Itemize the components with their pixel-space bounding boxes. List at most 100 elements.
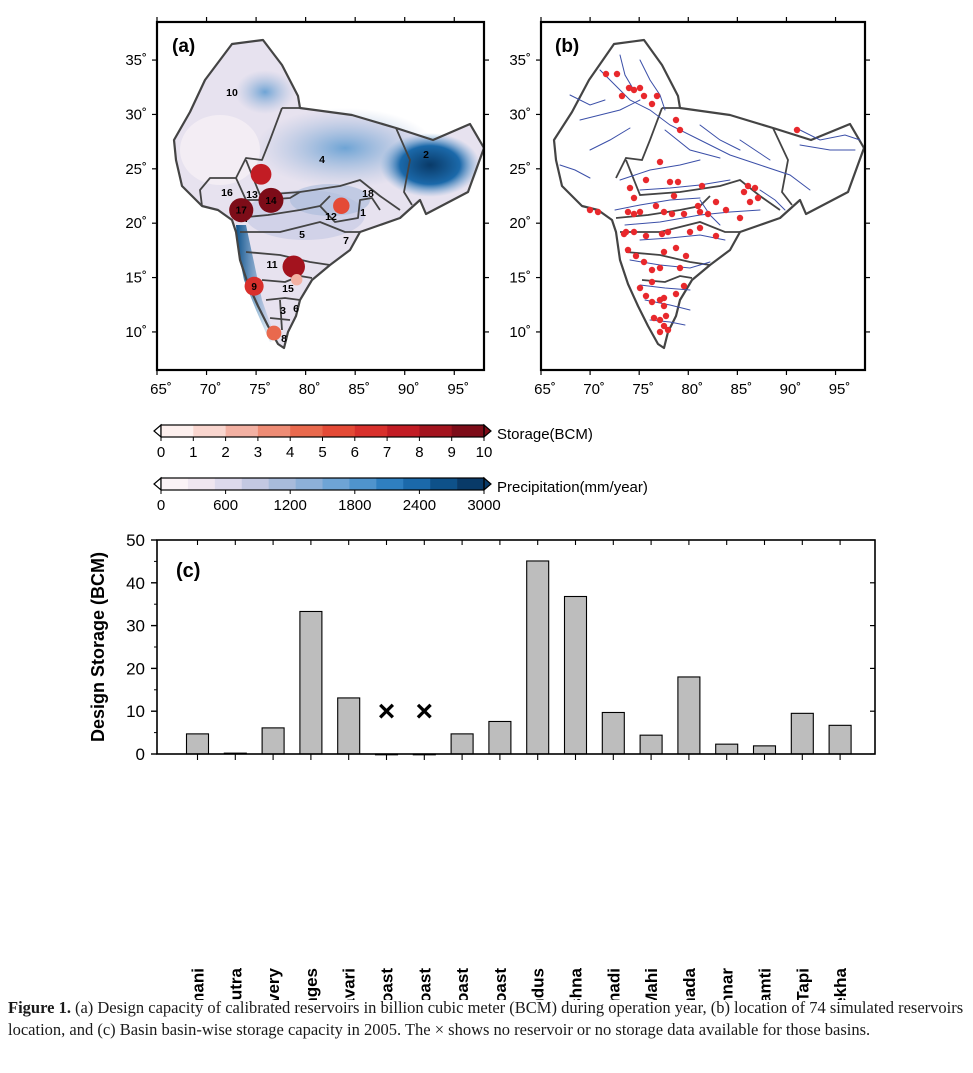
reservoir-dot: [586, 206, 594, 214]
reservoir-dot: [666, 178, 674, 186]
reservoir-dot: [698, 182, 706, 190]
reservoir-dot: [751, 184, 759, 192]
reservoir-dot: [686, 228, 694, 236]
no-data-marker: ×: [416, 695, 434, 728]
reservoir-dot: [650, 314, 658, 322]
reservoir-dot: [676, 126, 684, 134]
reservoir-dot: [696, 208, 704, 216]
reservoir-dot: [630, 86, 638, 94]
reservoir-circle: [291, 274, 303, 286]
reservoir-id: 9: [251, 282, 257, 293]
bar-sabaramti: [752, 745, 777, 755]
precip-colorbar-min-arrow: [153, 476, 162, 492]
reservoir-id: 14: [265, 196, 277, 207]
no-data-markers: × ×: [378, 695, 433, 728]
reservoir-dot: [722, 206, 730, 214]
precip-colorbar-title: Precipitation(mm/year): [497, 479, 648, 496]
panel-b-x-tick-label: 90˚: [780, 381, 802, 398]
panel-a-x-tick-label: 70˚: [200, 381, 222, 398]
basin-label: 4: [319, 154, 325, 166]
panel-b-axes: 65˚ 70˚ 75˚ 80˚ 85˚ 90˚ 95˚ 10˚ 15˚ 20˚ 25˚ 30˚ 35˚: [509, 17, 870, 398]
panel-b-x-tick-label: 85˚: [731, 381, 753, 398]
reservoir-dot: [744, 182, 752, 190]
panel-b-map: (b) 65˚ 70˚ 75˚ 80˚ 85˚ 90˚ 95˚ 10˚ 15˚ 20˚ 25˚ 30˚…: [509, 17, 870, 398]
bar-tapi: [790, 712, 814, 755]
panel-a-frame: [155, 20, 486, 372]
reservoir-dot: [625, 84, 633, 92]
category-label: East_Coast: [378, 968, 397, 1000]
panel-c-frame: [156, 539, 876, 755]
basin-label: 11: [266, 259, 277, 271]
precip-colorbar-cell: [457, 478, 485, 490]
category-labels: Brahmani Brahmaputra Cauvery Ganges Godavari…: [189, 967, 851, 1000]
precip-colorbar-max-arrow: [483, 476, 492, 492]
storage-colorbar: Storage(BCM) 0 1 2 3 4 5 6 7 8 9 10: [153, 423, 593, 461]
panel-b-y-tick-label: 25˚: [509, 161, 531, 178]
panel-a-x-tick-label: 80˚: [299, 381, 321, 398]
reservoir-dot: [642, 232, 650, 240]
bar-west-coast: [488, 720, 512, 755]
reservoir-locations: [586, 70, 801, 336]
reservoir-dot: [652, 202, 660, 210]
reservoir-dot: [658, 230, 666, 238]
reservoir-dot: [668, 210, 676, 218]
storage-colorbar-tick-label: 8: [415, 444, 423, 461]
storage-colorbar-cell: [387, 425, 420, 437]
panel-a-x-tick-label: 85˚: [348, 381, 370, 398]
y-tick-label: 10: [126, 702, 145, 721]
reservoir-dot: [613, 70, 621, 78]
reservoir-dot: [630, 210, 638, 218]
reservoir-dot: [660, 302, 668, 310]
storage-colorbar-tick-label: 1: [189, 444, 197, 461]
panel-a-y-tick-label: 20˚: [125, 215, 147, 232]
storage-colorbar-cell: [322, 425, 356, 437]
bars: [185, 560, 852, 756]
category-label: Mahi: [642, 968, 661, 1000]
storage-colorbar-tick-label: 3: [254, 444, 262, 461]
basin-label: 7: [343, 235, 349, 247]
panel-a-label: (a): [172, 36, 195, 57]
reservoir-dot: [656, 328, 664, 336]
bar-mahi: [639, 734, 663, 755]
storage-colorbar-tick-label: 5: [318, 444, 326, 461]
y-tick-label: 0: [136, 745, 145, 764]
reservoir-dot: [662, 312, 670, 320]
reservoir-dot: [636, 84, 644, 92]
reservoir-dot: [664, 326, 672, 334]
reservoir-dot: [682, 252, 690, 260]
precip-colorbar-cell: [430, 478, 458, 490]
bar-ganges: [299, 610, 323, 755]
category-label: Brahmani: [189, 968, 208, 1000]
panel-c-axes: 0 10 20 30 40 50: [126, 531, 875, 764]
panel-a-axes: 65˚ 70˚ 75˚ 80˚ 85˚ 90˚ 95˚ 10˚ 15˚ 20˚ 25˚ 30˚ 35˚: [125, 17, 489, 398]
panel-a-y-tick-label: 25˚: [125, 161, 147, 178]
caption-label: Figure 1.: [8, 998, 71, 1017]
bar-narmada: [677, 676, 701, 755]
storage-colorbar-cell: [451, 425, 485, 437]
reservoir-dot: [696, 224, 704, 232]
reservoir-dot: [630, 194, 638, 202]
reservoir-dot: [648, 278, 656, 286]
reservoir-dot: [736, 214, 744, 222]
basin-label: 13: [246, 189, 258, 201]
panel-b-y-tick-label: 10˚: [509, 324, 531, 341]
category-label: Indus: [529, 968, 548, 1000]
storage-colorbar-cell: [193, 425, 226, 437]
panel-b-x-tick-label: 95˚: [829, 381, 851, 398]
storage-colorbar-title: Storage(BCM): [497, 426, 593, 443]
reservoir-circle: [244, 276, 264, 296]
reservoir-circle: [250, 163, 272, 185]
river-network: [559, 54, 861, 326]
reservoir-dot: [672, 116, 680, 124]
no-data-marker: ×: [378, 695, 396, 728]
panel-a-y-tick-label: 15˚: [125, 270, 147, 287]
reservoir-dot: [630, 228, 638, 236]
reservoir-dot: [704, 210, 712, 218]
storage-colorbar-max-arrow: [483, 423, 492, 439]
reservoir-dot: [656, 158, 664, 166]
panel-c-label: (c): [176, 560, 200, 582]
storage-colorbar-min-arrow: [153, 423, 162, 439]
precip-colorbar-cell: [214, 478, 243, 490]
reservoir-dot: [740, 188, 748, 196]
category-label: Brahmaputra: [226, 967, 245, 1000]
